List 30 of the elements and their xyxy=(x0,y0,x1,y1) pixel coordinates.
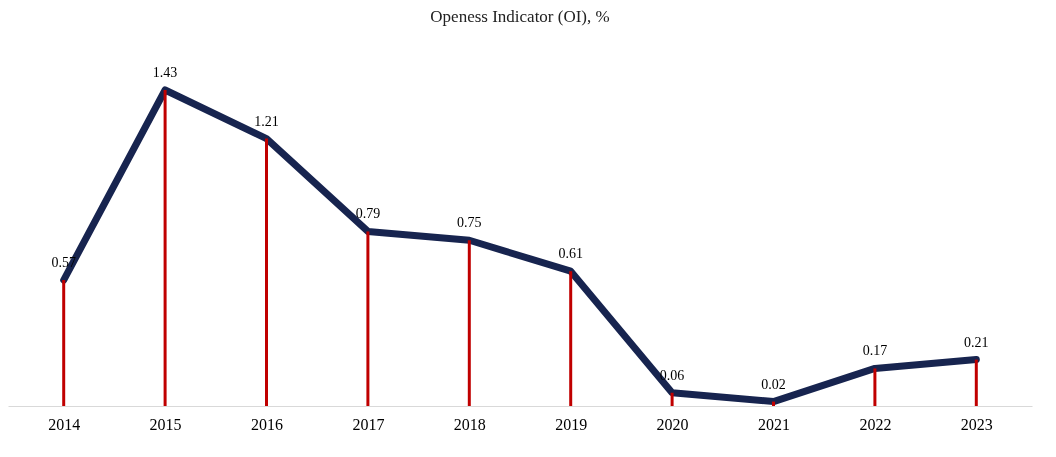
bar xyxy=(569,271,573,406)
x-tick-label: 2022 xyxy=(859,415,892,433)
bar xyxy=(163,90,167,406)
data-label: 0.75 xyxy=(457,215,482,231)
bar xyxy=(467,240,471,406)
x-tick-label: 2016 xyxy=(251,415,283,433)
bar xyxy=(974,359,978,406)
bar xyxy=(265,138,268,406)
bar xyxy=(873,368,877,406)
x-tick-label: 2018 xyxy=(453,415,486,433)
data-label: 0.17 xyxy=(862,343,888,359)
data-label: 0.61 xyxy=(558,246,583,262)
data-label: 0.02 xyxy=(761,376,786,392)
x-tick-label: 2017 xyxy=(352,415,385,433)
x-tick-label: 2015 xyxy=(149,415,182,433)
x-tick-label: 2021 xyxy=(758,415,790,433)
bar xyxy=(670,392,674,406)
x-tick-label: 2014 xyxy=(48,415,81,433)
data-label: 0.79 xyxy=(355,206,381,222)
x-tick-label: 2019 xyxy=(555,415,588,433)
bar xyxy=(772,401,775,406)
bar xyxy=(62,280,66,406)
data-label: 0.06 xyxy=(659,367,685,383)
data-label: 0.21 xyxy=(964,334,989,350)
bar xyxy=(366,231,370,406)
chart-title: Openess Indicator (OI), % xyxy=(430,7,610,26)
data-label: 1.21 xyxy=(254,113,279,129)
data-label: 1.43 xyxy=(152,65,178,80)
x-tick-label: 2020 xyxy=(656,415,689,433)
x-tick-label: 2023 xyxy=(960,415,993,433)
